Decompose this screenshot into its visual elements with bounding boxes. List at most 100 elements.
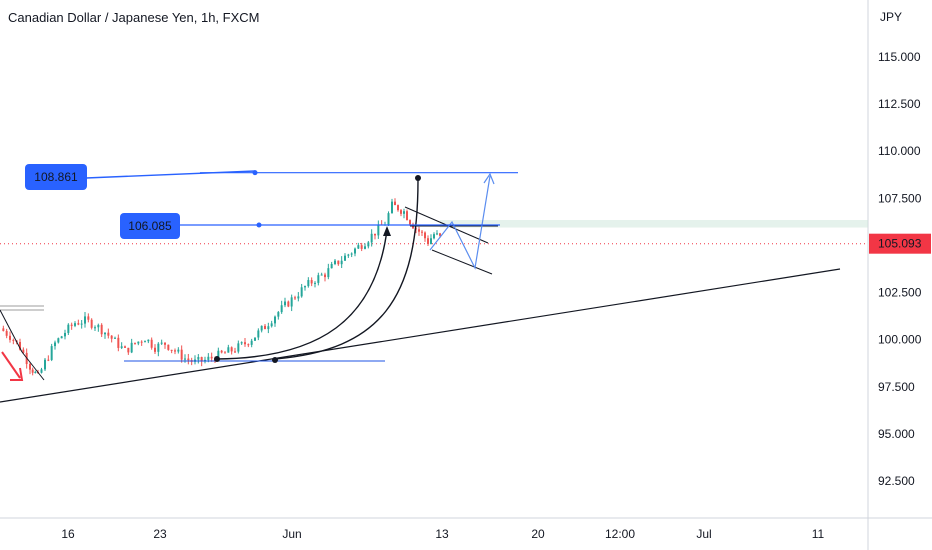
resistance-zone xyxy=(440,220,868,228)
candle-body xyxy=(220,350,223,353)
candle-body xyxy=(270,323,273,327)
parabolic-curve xyxy=(274,179,419,360)
candle-body xyxy=(310,280,313,284)
y-tick-label: 107.500 xyxy=(878,191,922,205)
candle-body xyxy=(364,246,366,249)
candle-body xyxy=(110,335,113,339)
candle-body xyxy=(387,213,390,225)
candle-body xyxy=(217,350,220,361)
y-tick-label: 102.500 xyxy=(878,286,922,300)
candle-body xyxy=(5,330,8,336)
left-arrow-line xyxy=(0,309,23,353)
candle-body xyxy=(67,324,70,333)
candle-body xyxy=(140,341,143,343)
level-badge-106085[interactable] xyxy=(120,213,180,239)
candle-body xyxy=(54,342,56,347)
last-price-label: 105.093 xyxy=(878,237,922,251)
candle-body xyxy=(360,245,363,249)
candle-body xyxy=(100,324,103,335)
candle-body xyxy=(134,342,136,344)
candle-body xyxy=(433,234,435,239)
candle-body xyxy=(314,282,316,284)
candle-body xyxy=(354,248,356,254)
candle-body xyxy=(350,253,353,255)
candle-body xyxy=(297,296,300,299)
candle-body xyxy=(210,356,213,359)
candle-body xyxy=(137,341,140,344)
candle-body xyxy=(130,342,133,353)
candle-body xyxy=(377,224,380,236)
left-arrow-line xyxy=(21,351,45,381)
candle-body xyxy=(180,349,183,360)
candle-body xyxy=(260,325,263,331)
candle-body xyxy=(277,312,280,317)
candle-body xyxy=(147,339,150,342)
projection-path xyxy=(429,175,491,270)
candle-body xyxy=(34,371,37,373)
candle-body xyxy=(421,231,423,233)
candle-body xyxy=(174,350,176,352)
ascending-trendline xyxy=(0,268,841,403)
candle-body xyxy=(97,324,100,328)
candle-body xyxy=(330,264,333,269)
candle-body xyxy=(340,260,343,265)
y-tick-label: 115.000 xyxy=(878,50,921,64)
curve-anchor-dot xyxy=(415,175,421,181)
candle-body xyxy=(64,332,66,337)
candle-body xyxy=(80,323,83,325)
candle-body xyxy=(304,286,306,288)
candle-body xyxy=(357,245,360,249)
candle-body xyxy=(87,316,90,320)
candle-body xyxy=(391,201,393,214)
candle-body xyxy=(294,297,296,299)
candle-body xyxy=(400,210,402,214)
candle-body xyxy=(247,344,250,346)
x-tick-label: 23 xyxy=(153,527,167,541)
x-tick-label: Jun xyxy=(282,527,301,541)
red-arrow-head xyxy=(10,367,24,381)
candle-body xyxy=(114,337,116,339)
level-handle[interactable] xyxy=(256,222,262,228)
curve-anchor-dot xyxy=(272,357,278,363)
x-tick-label: 13 xyxy=(435,527,449,541)
candle-body xyxy=(207,356,210,360)
x-tick-label: 16 xyxy=(61,527,75,541)
candle-body xyxy=(19,341,21,350)
candle-body xyxy=(397,205,399,211)
candle-body xyxy=(157,343,160,352)
y-tick-label: 112.500 xyxy=(878,97,921,111)
candle-body xyxy=(337,260,340,265)
candle-body xyxy=(394,201,396,206)
candle-body xyxy=(267,326,270,330)
candle-body xyxy=(307,280,310,287)
candle-body xyxy=(127,347,130,353)
candle-body xyxy=(150,339,153,348)
candle-body xyxy=(120,346,123,348)
candle-body xyxy=(324,274,326,278)
candle-body xyxy=(439,233,441,236)
level-handle[interactable] xyxy=(252,170,258,176)
candle-body xyxy=(177,349,180,352)
last-price-badge xyxy=(869,233,931,254)
y-tick-label: 97.500 xyxy=(878,380,915,394)
candle-body xyxy=(44,359,46,370)
x-tick-label: Jul xyxy=(696,527,711,541)
candle-body xyxy=(240,342,243,344)
curve-anchor-dot xyxy=(214,356,220,362)
projection-arrow-head xyxy=(483,172,495,185)
candle-body xyxy=(200,357,203,362)
candle-body xyxy=(284,301,286,306)
candle-body xyxy=(40,369,43,373)
candle-body xyxy=(327,268,330,278)
level-label-108861: 108.861 xyxy=(34,170,78,184)
level-badge-108861[interactable] xyxy=(25,164,87,190)
curve-arrow-head xyxy=(383,226,391,236)
candle-body xyxy=(300,287,303,297)
candle-body xyxy=(154,347,156,352)
candle-body xyxy=(31,369,34,373)
candle-body xyxy=(418,229,420,232)
candle-body xyxy=(290,297,293,307)
y-tick-label: 100.000 xyxy=(878,333,922,347)
